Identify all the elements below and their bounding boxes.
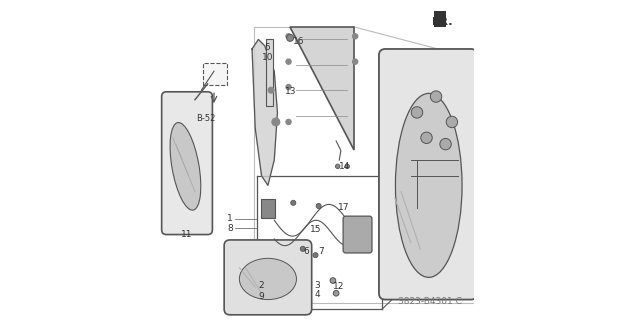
Circle shape: [313, 252, 318, 258]
Text: 12: 12: [333, 282, 345, 292]
Bar: [266, 39, 273, 106]
FancyBboxPatch shape: [343, 216, 372, 253]
FancyBboxPatch shape: [261, 199, 275, 218]
Circle shape: [300, 246, 305, 252]
Polygon shape: [252, 39, 278, 185]
Circle shape: [286, 119, 291, 124]
FancyBboxPatch shape: [379, 49, 477, 300]
Ellipse shape: [396, 93, 462, 277]
Circle shape: [291, 200, 296, 205]
Circle shape: [353, 59, 358, 64]
Circle shape: [286, 34, 293, 41]
Circle shape: [333, 290, 339, 296]
Circle shape: [268, 87, 274, 93]
Circle shape: [411, 107, 423, 118]
Text: 11: 11: [181, 230, 193, 239]
Circle shape: [446, 116, 457, 128]
Circle shape: [286, 59, 291, 64]
Text: 15: 15: [310, 225, 321, 234]
FancyBboxPatch shape: [162, 92, 213, 235]
Circle shape: [286, 34, 291, 39]
Circle shape: [353, 34, 358, 39]
Text: 1: 1: [227, 214, 233, 223]
Circle shape: [345, 164, 350, 169]
Text: 7: 7: [319, 247, 324, 257]
FancyBboxPatch shape: [224, 240, 312, 315]
Circle shape: [286, 84, 291, 90]
Text: 13: 13: [285, 87, 297, 96]
Text: 5: 5: [264, 43, 270, 52]
Circle shape: [421, 132, 432, 143]
Text: 16: 16: [293, 36, 304, 45]
Text: 2: 2: [259, 281, 264, 290]
Text: 9: 9: [259, 292, 264, 301]
Polygon shape: [290, 27, 353, 150]
Text: FR.: FR.: [432, 17, 452, 27]
Text: 8: 8: [227, 224, 233, 233]
Ellipse shape: [239, 258, 297, 300]
Text: S823-B4301 C: S823-B4301 C: [398, 297, 462, 306]
Text: B-52: B-52: [196, 114, 216, 123]
Text: 6: 6: [304, 247, 309, 257]
Text: 14: 14: [339, 162, 351, 171]
Polygon shape: [435, 11, 446, 27]
Circle shape: [330, 278, 336, 284]
Text: 17: 17: [338, 203, 350, 212]
Circle shape: [272, 118, 280, 126]
Circle shape: [430, 91, 442, 102]
FancyBboxPatch shape: [203, 63, 227, 85]
Circle shape: [440, 139, 451, 150]
Text: 4: 4: [314, 290, 320, 299]
Text: 3: 3: [314, 281, 320, 290]
Ellipse shape: [170, 123, 201, 210]
Circle shape: [336, 164, 340, 169]
Circle shape: [316, 204, 321, 209]
Text: 10: 10: [261, 53, 273, 62]
